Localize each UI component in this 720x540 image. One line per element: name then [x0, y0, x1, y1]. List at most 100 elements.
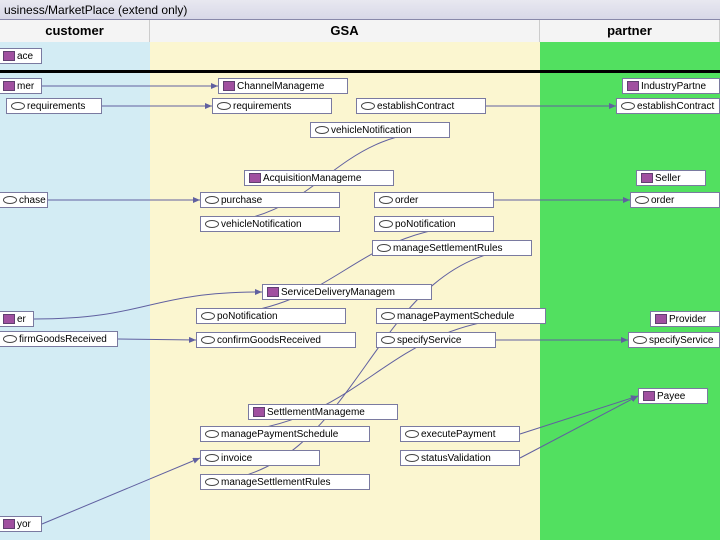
node-ace[interactable]: ace [0, 48, 42, 64]
node-specService_p[interactable]: specifyService [628, 332, 720, 348]
node-estContract_g[interactable]: establishContract [356, 98, 486, 114]
node-er[interactable]: er [0, 311, 34, 327]
node-label: vehicleNotification [331, 125, 412, 136]
operation-icon [405, 454, 419, 462]
node-label: Payee [657, 391, 685, 402]
operation-icon [381, 312, 395, 320]
node-label: executePayment [421, 429, 496, 440]
component-icon [249, 173, 261, 183]
operation-icon [379, 220, 393, 228]
component-icon [3, 314, 15, 324]
window-title: usiness/MarketPlace (extend only) [0, 0, 720, 20]
operation-icon [633, 336, 647, 344]
node-indPartner[interactable]: IndustryPartne [622, 78, 720, 94]
operation-icon [201, 336, 215, 344]
node-label: order [395, 195, 418, 206]
operation-icon [201, 312, 215, 320]
node-estContract_p[interactable]: establishContract [616, 98, 720, 114]
node-mngPaySched_sd[interactable]: managePaymentSchedule [376, 308, 546, 324]
node-payee[interactable]: Payee [638, 388, 708, 404]
component-icon [641, 173, 653, 183]
operation-icon [205, 454, 219, 462]
component-icon [3, 81, 15, 91]
node-layer: ace mer requirements chase er firmGoodsReceiv… [0, 42, 720, 540]
component-icon [655, 314, 667, 324]
node-order_g[interactable]: order [374, 192, 494, 208]
component-icon [223, 81, 235, 91]
operation-icon [217, 102, 231, 110]
node-label: ace [17, 51, 33, 62]
node-servDeliv[interactable]: ServiceDeliveryManagem [262, 284, 432, 300]
node-label: specifyService [397, 335, 461, 346]
node-confirmGR_g[interactable]: confirmGoodsReceived [196, 332, 356, 348]
node-mngSettleRules1[interactable]: manageSettlementRules [372, 240, 532, 256]
node-label: statusValidation [421, 453, 491, 464]
node-label: poNotification [217, 311, 278, 322]
node-label: vehicleNotification [221, 219, 302, 230]
component-icon [3, 51, 15, 61]
node-mngSettleRules2[interactable]: manageSettlementRules [200, 474, 370, 490]
operation-icon [205, 478, 219, 486]
node-label: manageSettlementRules [221, 477, 331, 488]
swimlane-header-gsa: GSA [150, 20, 540, 42]
operation-icon [315, 126, 329, 134]
node-mer[interactable]: mer [0, 78, 42, 94]
operation-icon [405, 430, 419, 438]
node-purchase[interactable]: purchase [200, 192, 340, 208]
node-cust_req[interactable]: requirements [6, 98, 102, 114]
node-acqMgr[interactable]: AcquisitionManageme [244, 170, 394, 186]
node-settleMgr[interactable]: SettlementManageme [248, 404, 398, 420]
operation-icon [205, 430, 219, 438]
operation-icon [361, 102, 375, 110]
node-label: establishContract [377, 101, 454, 112]
node-gsa_req[interactable]: requirements [212, 98, 332, 114]
component-icon [267, 287, 279, 297]
node-execPayment[interactable]: executePayment [400, 426, 520, 442]
node-chase[interactable]: chase [0, 192, 48, 208]
node-label: SettlementManageme [267, 407, 365, 418]
operation-icon [205, 220, 219, 228]
node-firmGR_c[interactable]: firmGoodsReceived [0, 331, 118, 347]
node-chanMgr[interactable]: ChannelManageme [218, 78, 348, 94]
node-yor[interactable]: yor [0, 516, 42, 532]
node-poNotif_sd[interactable]: poNotification [196, 308, 346, 324]
operation-icon [11, 102, 25, 110]
node-label: managePaymentSchedule [397, 311, 514, 322]
node-label: IndustryPartne [641, 81, 706, 92]
node-mngPaySched_st[interactable]: managePaymentSchedule [200, 426, 370, 442]
node-specService_g[interactable]: specifyService [376, 332, 496, 348]
node-vehNotif2[interactable]: vehicleNotification [200, 216, 340, 232]
node-statusVal[interactable]: statusValidation [400, 450, 520, 466]
node-label: ChannelManageme [237, 81, 324, 92]
node-poNotif_acq[interactable]: poNotification [374, 216, 494, 232]
node-vehNotif1[interactable]: vehicleNotification [310, 122, 450, 138]
node-label: mer [17, 81, 34, 92]
node-label: AcquisitionManageme [263, 173, 361, 184]
node-invoice[interactable]: invoice [200, 450, 320, 466]
component-icon [643, 391, 655, 401]
component-icon [253, 407, 265, 417]
operation-icon [3, 196, 17, 204]
node-label: confirmGoodsReceived [217, 335, 321, 346]
operation-icon [381, 336, 395, 344]
node-label: ServiceDeliveryManagem [281, 287, 395, 298]
swimlane-header-customer: customer [0, 20, 150, 42]
operation-icon [379, 196, 393, 204]
node-provider[interactable]: Provider [650, 311, 720, 327]
node-label: invoice [221, 453, 252, 464]
node-seller[interactable]: Seller [636, 170, 706, 186]
node-label: poNotification [395, 219, 456, 230]
node-label: requirements [233, 101, 291, 112]
node-order_p[interactable]: order [630, 192, 720, 208]
node-label: Provider [669, 314, 706, 325]
operation-icon [205, 196, 219, 204]
operation-icon [3, 335, 17, 343]
node-label: Seller [655, 173, 681, 184]
node-label: managePaymentSchedule [221, 429, 338, 440]
operation-icon [621, 102, 635, 110]
operation-icon [635, 196, 649, 204]
node-label: firmGoodsReceived [19, 334, 107, 345]
node-label: establishContract [637, 101, 714, 112]
component-icon [627, 81, 639, 91]
node-label: er [17, 314, 26, 325]
